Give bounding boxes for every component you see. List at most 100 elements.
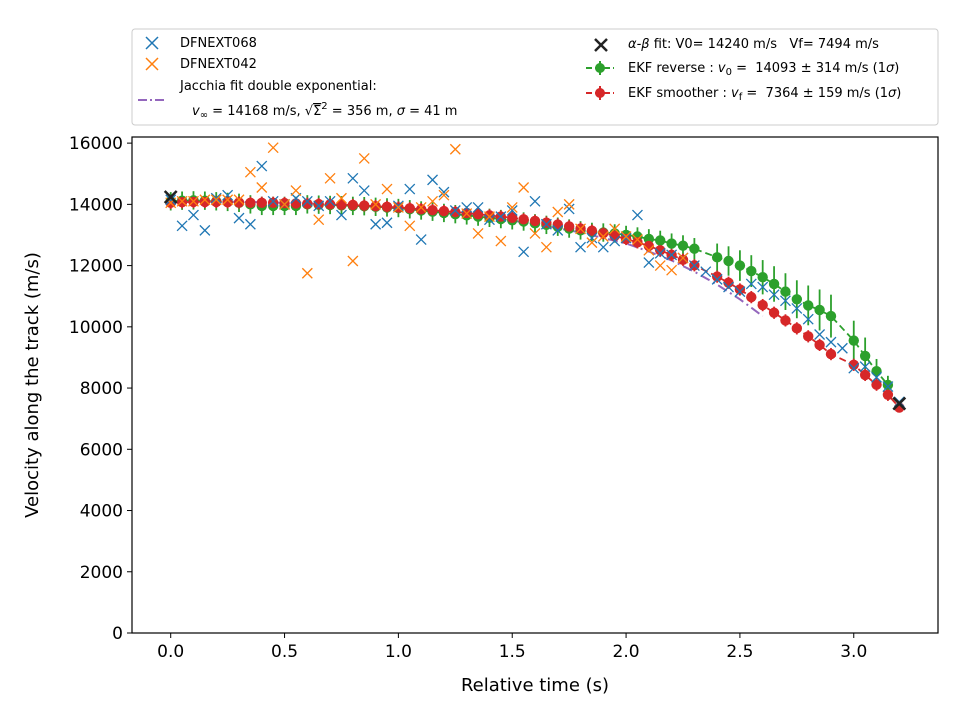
- data-point-x-1-stroke-b: [449, 143, 461, 155]
- data-point-circle-5: [518, 214, 529, 225]
- data-point-x-1-stroke-b: [392, 201, 404, 213]
- data-point-x-1: [301, 267, 313, 279]
- data-point-x-1: [244, 166, 256, 178]
- data-point-x-1-stroke-b: [427, 195, 439, 207]
- data-point-circle-5: [803, 331, 814, 342]
- data-point-circle-5: [336, 199, 347, 210]
- data-point-x-1: [540, 241, 552, 253]
- data-point-x-0: [484, 214, 495, 226]
- data-point-circle-5: [302, 198, 313, 209]
- data-point-x-1-stroke-b: [404, 220, 416, 232]
- data-point-circle-5: [256, 197, 267, 209]
- data-point-circle-4: [746, 265, 757, 277]
- data-point-x-0: [654, 247, 666, 259]
- data-point-x-1-stroke-b: [279, 198, 291, 210]
- data-point-x-0: [814, 329, 826, 340]
- plot-frame: [131, 136, 939, 634]
- legend-label-alpha-beta: α-β fit: V0= 14240 m/s Vf= 7494 m/s: [628, 37, 879, 52]
- data-point-circle-5: [814, 339, 825, 351]
- legend-label-dfnext068: DFNEXT068: [180, 36, 257, 51]
- data-point-x-1: [449, 143, 461, 155]
- series-markers-5: [165, 196, 905, 413]
- data-point-x-0-stroke-b: [449, 205, 461, 216]
- legend-marker-ekf-smoother: [595, 88, 605, 98]
- data-point-x-0: [290, 192, 302, 204]
- series-line-4: [170, 199, 889, 386]
- data-point-x-0-stroke-b: [802, 313, 814, 325]
- data-point-circle-5: [632, 237, 643, 248]
- data-point-circle-5: [677, 254, 689, 265]
- data-point-x-3: [892, 396, 907, 411]
- legend-jacchia-vinf: v: [192, 104, 200, 119]
- data-point-x-1: [199, 194, 211, 206]
- y-axis: 0 2000 4000 6000 8000 10000 12000 14000 16000: [69, 134, 132, 644]
- data-point-x-1: [643, 244, 655, 256]
- data-point-x-0-stroke-b: [222, 189, 234, 201]
- x-tick-label: 0.5: [271, 642, 298, 662]
- data-point-x-1-stroke-b: [313, 214, 325, 226]
- data-point-x-0: [495, 211, 507, 223]
- data-point-x-1: [563, 198, 575, 210]
- data-point-x-0-stroke-b: [313, 200, 325, 212]
- data-point-circle-4: [848, 335, 859, 346]
- legend-jacchia-sqrt-body: Σ: [313, 104, 321, 119]
- data-point-circle-4: [814, 304, 825, 316]
- x-tick-label: 1.5: [499, 642, 526, 662]
- data-point-x-0-stroke-b: [404, 183, 416, 195]
- data-point-x-0: [563, 203, 575, 215]
- data-point-x-1: [176, 195, 188, 207]
- data-point-x-0-stroke-b: [654, 247, 666, 259]
- data-point-x-0-stroke-b: [427, 174, 439, 186]
- data-point-x-1: [484, 211, 495, 223]
- data-point-x-0-stroke-b: [176, 220, 188, 232]
- series-markers-4: [165, 195, 894, 391]
- data-point-x-0-stroke-b: [563, 203, 575, 215]
- data-point-circle-5: [324, 199, 336, 210]
- data-point-x-3-stroke-b: [163, 190, 178, 204]
- data-point-x-1-stroke-b: [256, 182, 268, 193]
- legend-label-dfnext042: DFNEXT042: [180, 57, 257, 72]
- data-point-x-1: [597, 231, 609, 242]
- data-point-x-1-stroke-b: [267, 142, 279, 154]
- data-point-x-1-stroke-b: [199, 194, 211, 206]
- data-point-circle-5: [438, 205, 450, 217]
- data-point-x-0-stroke-b: [597, 241, 609, 253]
- data-point-x-1-stroke-b: [540, 241, 552, 253]
- legend-ekf-smoother-close: ): [896, 86, 901, 101]
- data-point-circle-5: [768, 307, 780, 318]
- data-point-circle-5: [472, 208, 484, 220]
- data-point-circle-5: [825, 348, 837, 360]
- data-point-x-1-stroke-b: [609, 223, 621, 235]
- data-point-x-0-stroke-b: [643, 257, 655, 268]
- data-point-circle-5: [882, 389, 894, 400]
- data-point-x-0-stroke-b: [301, 195, 313, 207]
- data-point-circle-5: [859, 369, 871, 381]
- data-point-x-1-stroke-b: [370, 198, 382, 210]
- data-point-x-1: [336, 192, 347, 204]
- data-point-x-0-stroke-b: [199, 224, 211, 236]
- data-point-x-0: [210, 192, 222, 204]
- data-point-circle-5: [313, 198, 324, 210]
- data-point-x-0-stroke-b: [518, 246, 530, 258]
- data-point-x-1-stroke-b: [301, 267, 313, 279]
- data-point-x-0-stroke-b: [631, 209, 643, 221]
- legend-label-jacchia-line2: v∞ = 14168 m/s, √Σ2 = 356 m, σ = 41 m: [192, 101, 457, 121]
- data-point-x-0: [540, 218, 552, 230]
- data-point-circle-5: [529, 215, 541, 227]
- data-point-x-3-stroke-b: [892, 396, 907, 411]
- data-point-circle-5: [233, 197, 245, 208]
- data-point-x-0: [222, 189, 234, 201]
- data-point-circle-5: [711, 271, 723, 282]
- data-point-x-0: [825, 336, 837, 348]
- data-point-x-0: [791, 302, 803, 314]
- data-point-x-0: [256, 160, 268, 172]
- data-point-circle-5: [427, 204, 438, 216]
- data-point-x-1: [381, 183, 393, 195]
- data-point-x-0: [734, 286, 746, 298]
- data-point-x-0: [688, 260, 700, 272]
- data-point-x-0-stroke-b: [370, 218, 382, 230]
- data-point-circle-5: [450, 206, 461, 218]
- data-point-x-1-stroke-b: [495, 235, 507, 247]
- data-point-x-1: [188, 195, 199, 207]
- data-point-x-0: [700, 266, 712, 278]
